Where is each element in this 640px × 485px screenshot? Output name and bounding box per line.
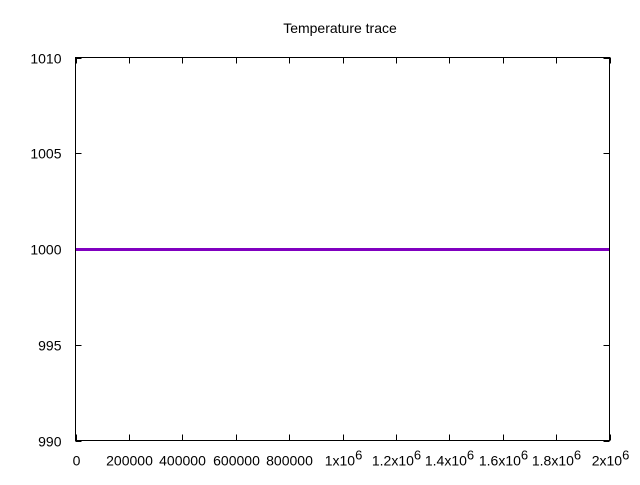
x-tick-label: 1.8x106 [532,448,581,469]
x-tick-label-base: 1.8x10 [532,453,574,469]
x-tick-label-base: 800000 [266,453,313,469]
x-tick-label: 400000 [159,453,206,469]
y-tick-label: 990 [38,434,62,450]
x-tick-label-exponent: 6 [521,448,528,463]
x-tick-label-base: 400000 [159,453,206,469]
x-tick-label-base: 600000 [213,453,260,469]
x-tick-label: 1.4x106 [425,448,474,469]
x-tick-label-base: 1x10 [325,453,356,469]
x-tick-label-base: 0 [73,453,81,469]
y-tick-label: 1005 [30,146,61,162]
y-axis: 990 995 1000 1005 1010 [30,51,610,450]
y-tick-label: 1000 [30,242,61,258]
x-tick-label: 1x106 [325,448,363,469]
x-tick-label-base: 1.4x10 [425,453,467,469]
x-tick-label: 2x106 [592,448,630,469]
x-tick-label-base: 1.6x10 [479,453,521,469]
x-tick-label-exponent: 6 [622,448,629,463]
plot-frame [75,57,610,441]
x-tick-label-base: 200000 [106,453,153,469]
x-tick-label: 1.6x106 [479,448,528,469]
x-tick-label-exponent: 6 [414,448,421,463]
x-tick-label-base: 2x10 [592,453,623,469]
y-tick-label: 995 [38,338,62,354]
x-tick-label: 1.2x106 [372,448,421,469]
x-tick-label-exponent: 6 [574,448,581,463]
x-tick-label: 0 [73,453,81,469]
x-tick-label: 600000 [213,453,260,469]
x-axis: 0 200000 400000 600000 800000 1x106 1.2x106 1.4… [73,57,630,469]
chart-title: Temperature trace [283,20,397,36]
x-tick-label: 200000 [106,453,153,469]
x-tick-label-exponent: 6 [355,448,362,463]
x-tick-label: 800000 [266,453,313,469]
y-tick-label: 1010 [30,51,61,67]
x-tick-label-exponent: 6 [467,448,474,463]
x-tick-label-base: 1.2x10 [372,453,414,469]
